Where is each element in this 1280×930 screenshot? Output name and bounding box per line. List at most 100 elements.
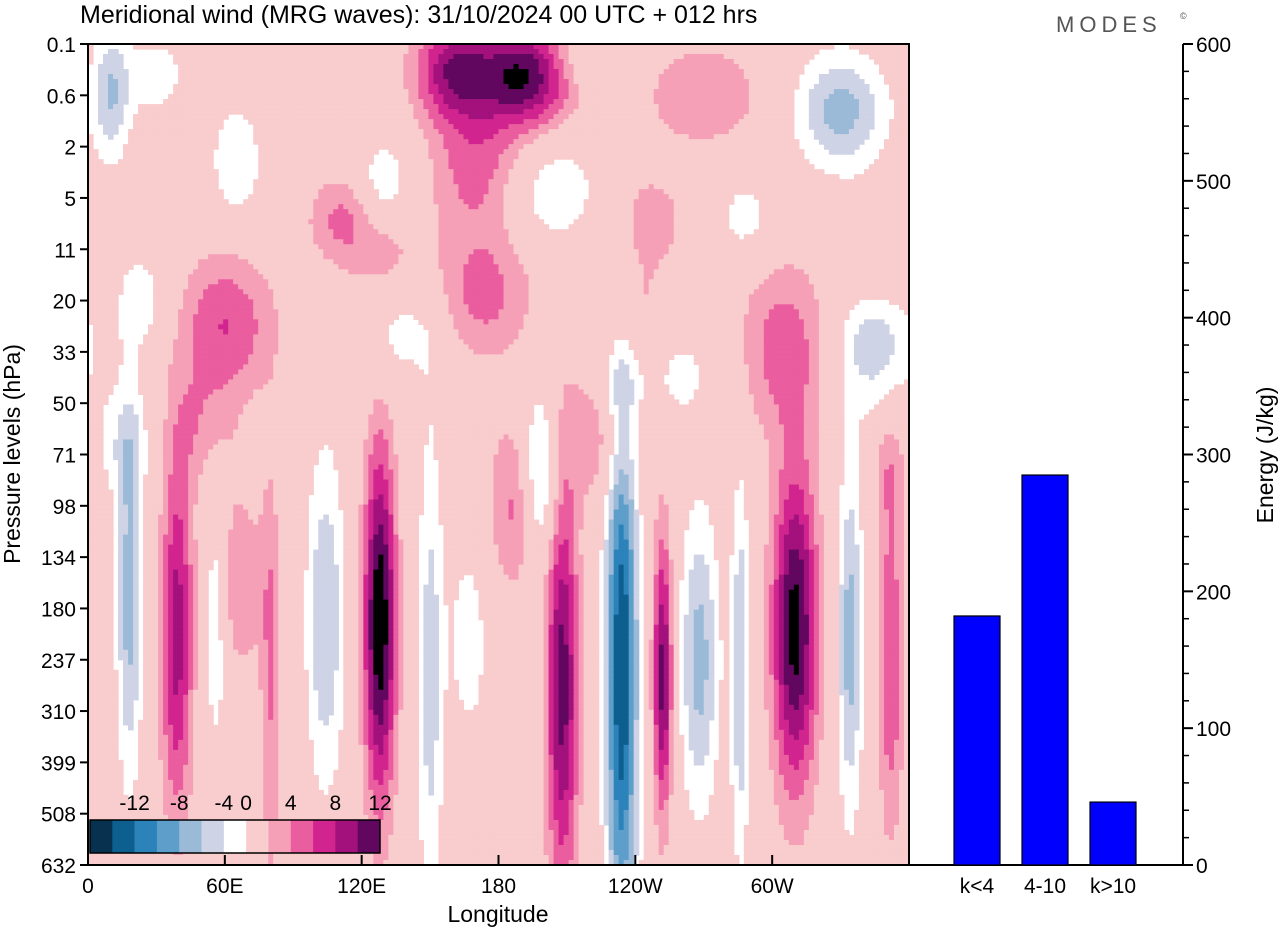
heatmap-cell <box>88 169 94 175</box>
heatmap-cell <box>708 159 715 165</box>
heatmap-cell <box>263 179 269 185</box>
heatmap-cell <box>473 139 480 145</box>
heatmap-cell <box>643 134 650 140</box>
heatmap-cell <box>513 119 520 125</box>
heatmap-cell <box>163 109 169 115</box>
heatmap-cell <box>248 214 254 220</box>
heatmap-cell <box>828 74 835 80</box>
heatmap-cell <box>558 139 565 145</box>
heatmap-cell <box>203 214 209 220</box>
heatmap-cell <box>193 149 199 155</box>
heatmap-cell <box>613 184 620 190</box>
heatmap-cell <box>178 114 184 120</box>
heatmap-cell <box>363 154 369 160</box>
heatmap-cell <box>563 69 570 75</box>
heatmap-cell <box>373 189 379 195</box>
heatmap-cell <box>343 49 349 55</box>
heatmap-cell <box>658 194 665 200</box>
heatmap-cell <box>418 214 425 220</box>
heatmap-cell <box>613 89 620 95</box>
heatmap-cell <box>643 114 650 120</box>
heatmap-cell <box>793 74 800 80</box>
heatmap-cell <box>748 134 755 140</box>
heatmap-cell <box>803 59 810 65</box>
heatmap-cell <box>353 189 359 195</box>
heatmap-cell <box>483 184 490 190</box>
heatmap-cell <box>508 159 515 165</box>
heatmap-cell <box>713 109 720 115</box>
heatmap-cell <box>193 109 199 115</box>
heatmap-cell <box>363 174 369 180</box>
heatmap-cell <box>473 204 480 210</box>
heatmap-cell <box>283 134 289 140</box>
heatmap-cell <box>398 209 404 215</box>
heatmap-cell <box>373 74 379 80</box>
heatmap-cell <box>653 104 660 110</box>
heatmap-cell <box>188 64 194 70</box>
heatmap-cell <box>238 104 244 110</box>
heatmap-cell <box>688 199 695 205</box>
heatmap-cell <box>483 119 490 125</box>
heatmap-cell <box>753 114 760 120</box>
heatmap-cell <box>573 129 580 135</box>
heatmap-cell <box>813 184 820 190</box>
heatmap-cell <box>663 94 670 100</box>
heatmap-cell <box>373 99 379 105</box>
heatmap-cell <box>428 209 435 215</box>
heatmap-cell <box>658 59 665 65</box>
heatmap-cell <box>553 139 560 145</box>
heatmap-cell <box>738 59 745 65</box>
heatmap-cell <box>273 64 279 70</box>
heatmap-cell <box>428 214 435 220</box>
heatmap-cell <box>273 54 279 60</box>
heatmap-cell <box>903 49 910 55</box>
heatmap-cell <box>903 44 910 50</box>
heatmap-cell <box>818 214 825 220</box>
heatmap-cell <box>308 144 314 150</box>
heatmap-cell <box>753 154 760 160</box>
heatmap-cell <box>763 74 770 80</box>
heatmap-cell <box>183 169 189 175</box>
heatmap-cell <box>593 139 600 145</box>
heatmap-cell <box>663 119 670 125</box>
heatmap-cell <box>763 79 770 85</box>
heatmap-cell <box>618 69 625 75</box>
heatmap-cell <box>328 109 334 115</box>
heatmap-cell <box>363 134 369 140</box>
heatmap-cell <box>313 74 319 80</box>
heatmap-cell <box>313 64 319 70</box>
heatmap-cell <box>538 99 545 105</box>
heatmap-cell <box>333 184 339 190</box>
heatmap-cell <box>648 64 655 70</box>
heatmap-cell <box>378 114 384 120</box>
heatmap-cell <box>608 114 615 120</box>
heatmap-cell <box>373 214 379 220</box>
heatmap-cell <box>603 74 610 80</box>
heatmap-cell <box>553 44 560 50</box>
heatmap-cell <box>738 124 745 130</box>
heatmap-cell <box>503 199 510 205</box>
heatmap-cell <box>748 119 755 125</box>
heatmap-cell <box>438 134 445 140</box>
heatmap-cell <box>723 209 730 215</box>
heatmap-cell <box>178 99 184 105</box>
heatmap-cell <box>678 109 685 115</box>
heatmap-cell <box>313 54 319 60</box>
heatmap-cell <box>413 89 420 95</box>
heatmap-cell <box>393 89 399 95</box>
heatmap-cell <box>328 154 334 160</box>
heatmap-cell <box>283 139 289 145</box>
heatmap-cell <box>808 109 815 115</box>
heatmap-cell <box>128 169 134 175</box>
heatmap-cell <box>718 214 725 220</box>
heatmap-cell <box>503 104 510 110</box>
heatmap-cell <box>258 79 264 85</box>
heatmap-cell <box>118 199 124 205</box>
heatmap-cell <box>653 129 660 135</box>
heatmap-cell <box>393 64 399 70</box>
heatmap-cell <box>868 194 875 200</box>
heatmap-cell <box>288 209 294 215</box>
heatmap-cell <box>448 174 455 180</box>
heatmap-cell <box>428 69 435 75</box>
